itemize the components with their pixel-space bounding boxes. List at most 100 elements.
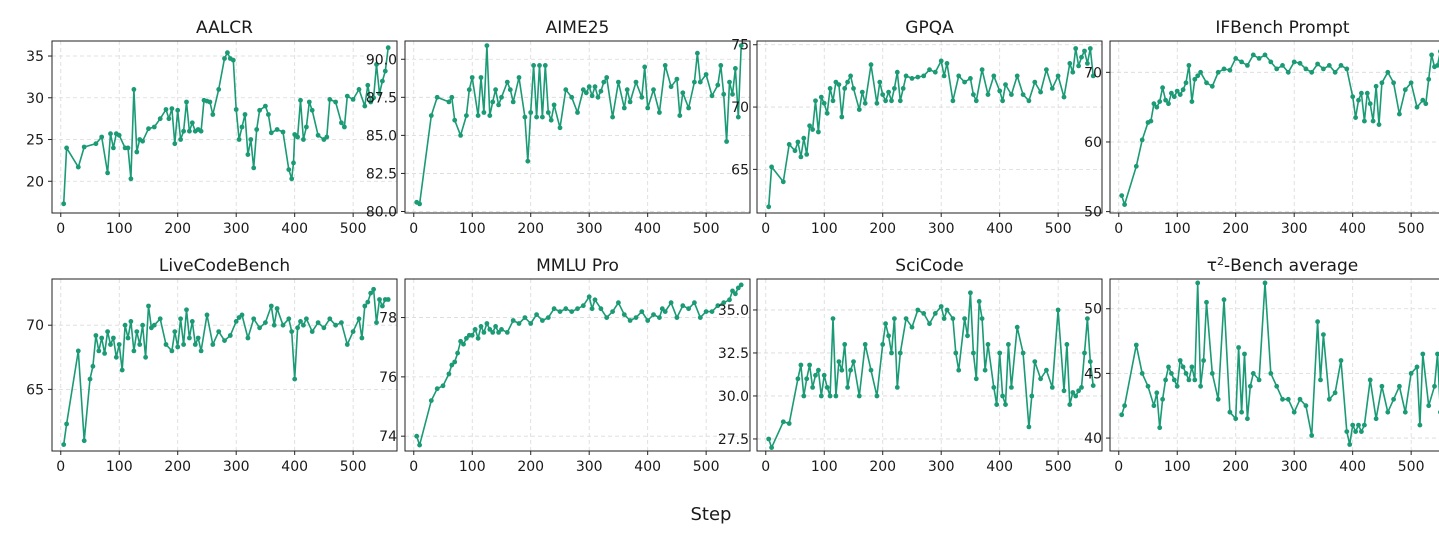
data-point: [1432, 383, 1437, 389]
panel-title: LiveCodeBench: [159, 256, 290, 276]
data-point: [487, 327, 493, 332]
data-point: [1148, 118, 1154, 124]
x-tick-label: 300: [576, 221, 603, 237]
x-tick-label: 0: [56, 459, 65, 475]
data-point: [697, 79, 703, 85]
data-point: [1154, 104, 1160, 110]
data-point: [557, 125, 563, 131]
data-point: [976, 299, 982, 304]
data-point: [1256, 56, 1262, 61]
data-point: [856, 393, 862, 399]
x-tick-label: 400: [281, 459, 308, 475]
data-point: [1356, 422, 1361, 428]
data-point: [880, 342, 886, 347]
data-point: [927, 321, 932, 327]
data-point: [292, 376, 298, 382]
data-point: [1429, 52, 1434, 58]
data-point: [428, 113, 434, 118]
data-point: [1076, 388, 1081, 394]
data-point: [979, 316, 985, 321]
data-point: [198, 128, 204, 134]
data-point: [81, 144, 87, 150]
data-point: [534, 114, 539, 120]
data-point: [189, 319, 195, 324]
data-point: [604, 315, 610, 320]
data-point: [956, 367, 962, 373]
data-point: [172, 329, 178, 334]
data-point: [909, 324, 915, 330]
data-point: [75, 164, 81, 170]
data-point: [496, 330, 501, 335]
data-point: [956, 73, 962, 79]
data-point: [862, 100, 868, 106]
data-point: [414, 433, 420, 439]
data-point: [128, 176, 134, 182]
data-point: [1070, 69, 1076, 75]
data-point: [1122, 202, 1127, 208]
data-point: [810, 385, 815, 390]
data-point: [780, 419, 786, 425]
data-point: [868, 62, 874, 68]
x-tick-label: 0: [1114, 221, 1123, 237]
data-point: [1139, 371, 1145, 376]
x-tick-label: 200: [164, 221, 191, 237]
data-point: [481, 330, 487, 335]
data-point: [478, 75, 484, 80]
data-point: [1280, 396, 1285, 402]
data-point: [537, 63, 542, 68]
data-point: [525, 158, 531, 164]
data-point: [175, 344, 181, 350]
data-point: [545, 315, 551, 320]
data-point: [897, 98, 903, 104]
data-point: [113, 354, 119, 360]
data-point: [385, 45, 391, 51]
data-point: [965, 333, 970, 339]
data-point: [1274, 66, 1280, 72]
data-point: [892, 316, 897, 321]
plot-frame: [1109, 278, 1439, 452]
data-point: [534, 312, 539, 317]
data-point: [1014, 73, 1020, 79]
x-tick-label: 300: [928, 459, 955, 475]
data-point: [469, 332, 475, 338]
data-point: [903, 73, 909, 79]
data-point: [440, 383, 446, 389]
data-point: [61, 201, 67, 207]
data-point: [886, 333, 891, 339]
data-point: [627, 99, 633, 105]
data-point: [146, 126, 151, 132]
data-point: [1373, 416, 1379, 422]
data-point: [845, 385, 850, 390]
x-tick-label: 500: [693, 221, 720, 237]
data-point: [662, 63, 668, 68]
data-point: [1321, 66, 1326, 72]
x-tick-label: 200: [164, 459, 191, 475]
data-point: [198, 348, 204, 354]
data-point: [233, 319, 239, 324]
data-point: [1029, 393, 1035, 399]
data-point: [932, 311, 938, 316]
data-point: [1079, 385, 1084, 390]
data-point: [610, 114, 615, 120]
panel-2: AIME25 0 100 200 300 400 500 80.0 82.5 85.0 87.5 90…: [366, 18, 751, 237]
data-point: [1338, 358, 1344, 363]
x-tick-label: 400: [986, 221, 1013, 237]
y-tick-label: 20: [26, 174, 44, 190]
data-point: [589, 306, 595, 312]
data-point: [1163, 97, 1168, 103]
y-tick-label: 35: [26, 49, 44, 65]
data-point: [848, 73, 853, 79]
data-point: [792, 148, 798, 154]
data-point: [798, 154, 804, 160]
data-point: [1082, 350, 1087, 356]
data-point: [166, 116, 172, 122]
data-point: [1085, 61, 1090, 66]
y-tick-label: 74: [379, 429, 397, 445]
data-point: [991, 73, 997, 79]
data-point: [1003, 82, 1008, 87]
data-point: [595, 94, 601, 100]
data-point: [1049, 385, 1055, 390]
data-point: [146, 303, 151, 309]
data-point: [116, 342, 122, 347]
data-point: [189, 120, 195, 126]
